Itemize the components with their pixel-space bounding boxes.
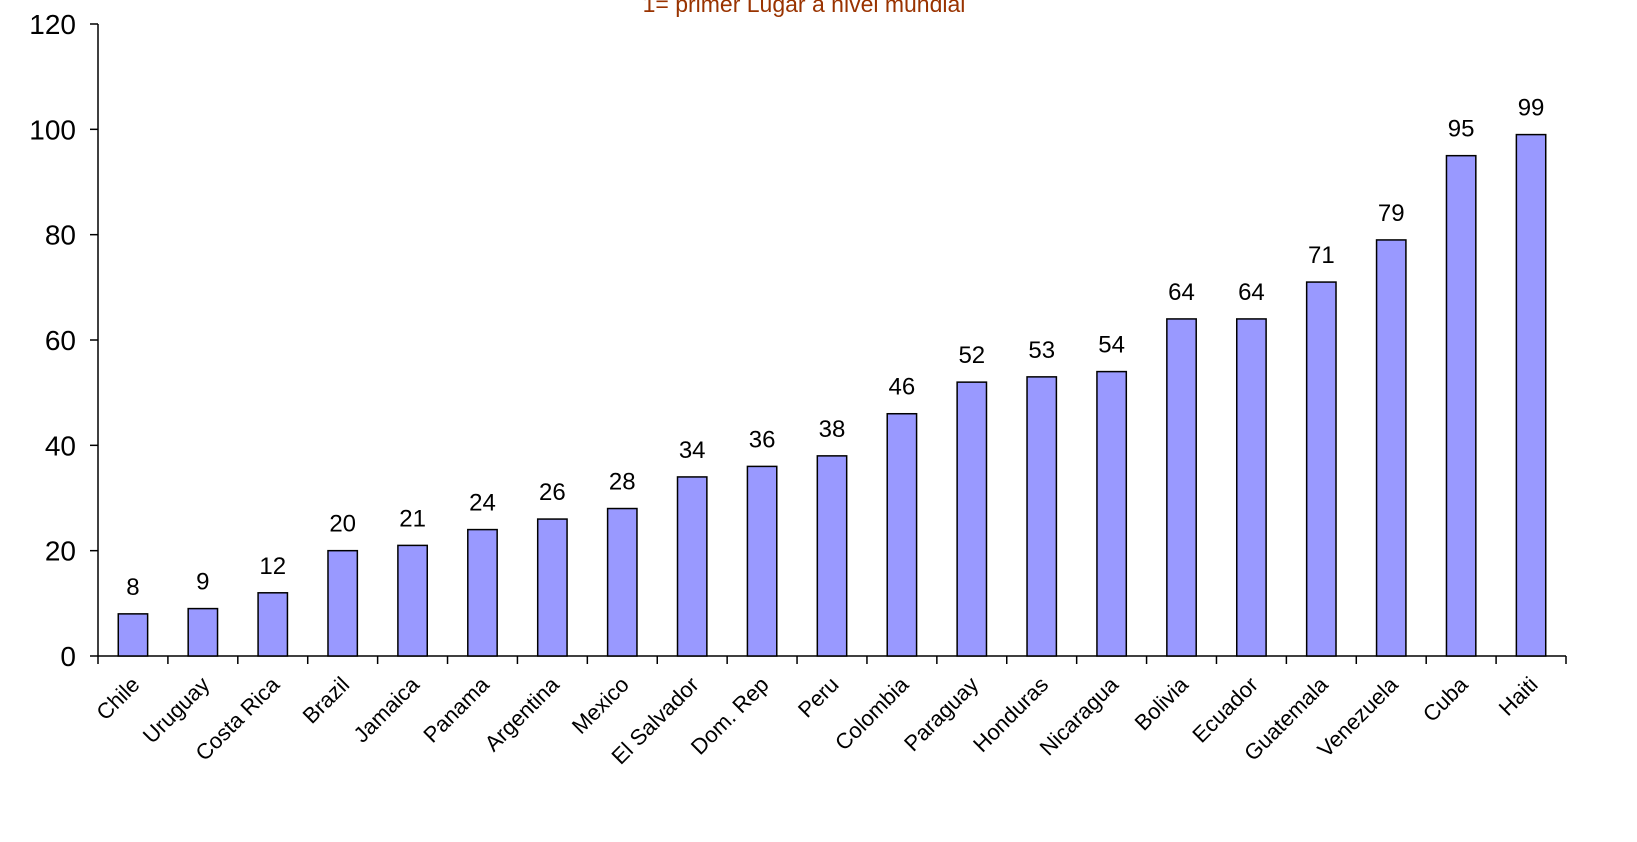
data-label: 34: [679, 437, 706, 464]
data-label: 38: [819, 416, 846, 443]
data-label: 8: [126, 574, 139, 601]
y-tick-label: 60: [45, 325, 76, 356]
data-label: 20: [329, 511, 356, 538]
bar: [536, 518, 568, 657]
x-tick-label: Brazil: [298, 672, 355, 729]
x-tick-label: Haiti: [1494, 672, 1543, 721]
bar: [816, 455, 848, 657]
y-tick-label: 120: [29, 9, 76, 40]
data-label: 64: [1238, 279, 1265, 306]
bar: [1305, 281, 1337, 657]
data-label: 53: [1028, 337, 1055, 364]
x-tick-label: Paraguay: [899, 672, 983, 756]
x-tick-label: Chile: [91, 672, 144, 725]
data-label: 21: [399, 505, 426, 532]
x-tick-label: Jamaica: [349, 671, 425, 747]
bar: [187, 607, 219, 657]
bar: [1515, 133, 1547, 657]
data-label: 26: [539, 479, 566, 506]
bar: [1445, 154, 1477, 657]
chart-title: 1= primer Lugar a nivel mundial: [643, 0, 966, 17]
y-tick-label: 100: [29, 114, 76, 145]
data-label: 52: [958, 342, 985, 369]
x-tick-label: Peru: [793, 672, 844, 723]
bar: [1375, 239, 1407, 657]
bar: [746, 465, 778, 657]
x-tick-label: Mexico: [567, 672, 634, 739]
x-tick-label: Cuba: [1418, 671, 1473, 726]
bar: [956, 381, 988, 657]
data-label: 71: [1308, 242, 1335, 269]
bar: [1096, 370, 1128, 657]
bar: [327, 549, 359, 657]
data-label: 9: [196, 569, 209, 596]
data-label: 64: [1168, 279, 1195, 306]
bar: [676, 476, 708, 657]
x-tick-label: Argentina: [480, 671, 565, 756]
y-tick-label: 40: [45, 430, 76, 461]
bar: [1235, 318, 1267, 657]
y-tick-label: 80: [45, 220, 76, 251]
x-tick-label: Bolivia: [1130, 671, 1194, 735]
data-label: 54: [1098, 332, 1125, 359]
data-label: 99: [1518, 95, 1545, 122]
data-label: 46: [889, 374, 916, 401]
data-label: 24: [469, 490, 496, 517]
bar: [117, 613, 149, 657]
bar: [1026, 376, 1058, 657]
bar: [257, 592, 289, 657]
y-tick-label: 20: [45, 536, 76, 567]
data-label: 36: [749, 426, 776, 453]
data-label: 12: [259, 553, 286, 580]
bar: [1166, 318, 1197, 657]
bar: [467, 528, 498, 657]
data-label: 95: [1448, 116, 1475, 143]
bar: [606, 507, 638, 657]
data-label: 28: [609, 469, 636, 496]
y-tick-label: 0: [60, 641, 76, 672]
data-label: 79: [1378, 200, 1405, 227]
x-tick-label: Colombia: [830, 671, 914, 755]
bar: [397, 544, 429, 657]
bar: [886, 412, 918, 657]
